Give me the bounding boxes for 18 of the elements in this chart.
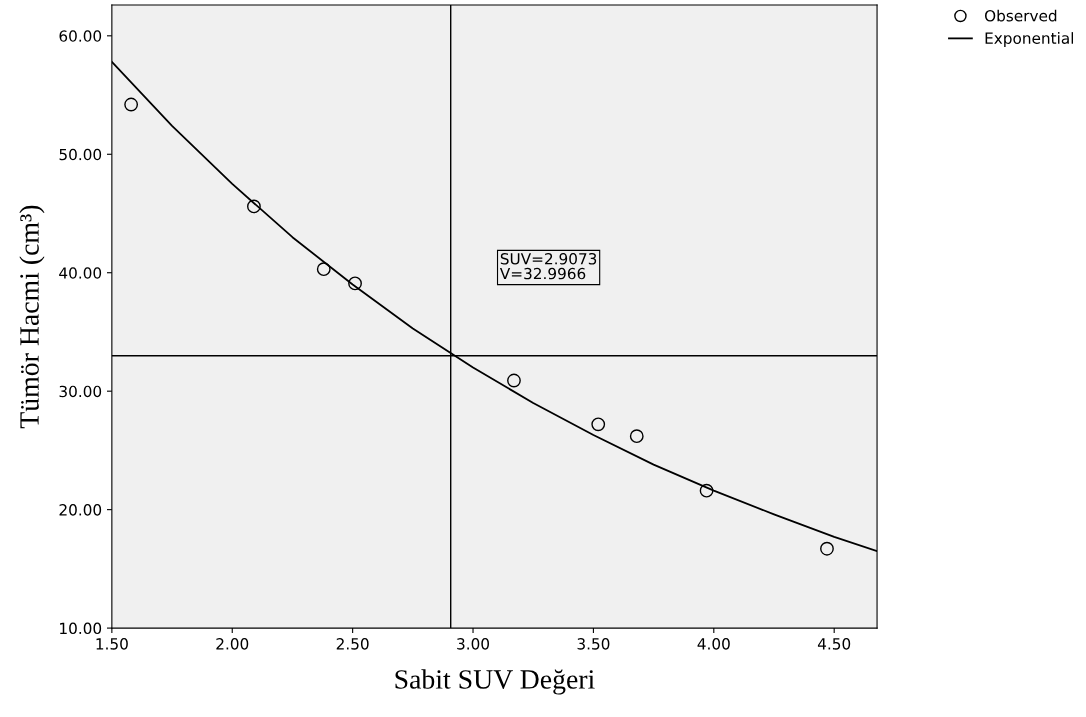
y-tick-label: 10.00 [60, 622, 102, 635]
y-tick-label: 50.00 [59, 148, 102, 161]
y-tick-label: 40.00 [59, 267, 102, 279]
x-tick-label: 3.50 [577, 638, 610, 650]
x-tick-label: 2.00 [216, 638, 249, 650]
legend-label: Observed [984, 9, 1057, 22]
x-tick-label: 3.00 [457, 638, 490, 650]
y-tick-label: 20.00 [59, 504, 102, 516]
y-axis-title: Tümör Hacmi (cm³) [19, 205, 45, 429]
x-tick-label: 2.50 [336, 638, 369, 650]
x-tick-label: 1.50 [96, 638, 128, 650]
y-tick-label: 30.00 [59, 385, 102, 398]
legend-label: Exponential [985, 32, 1074, 47]
annotation: SUV=2.9073 V=32.9966 [499, 252, 597, 280]
y-tick-label: 60.00 [59, 30, 102, 42]
x-tick-label: 4.50 [817, 638, 851, 650]
x-tick-label: 4.00 [697, 638, 730, 650]
x-axis-title: Sabit SUV Değeri [395, 669, 595, 695]
